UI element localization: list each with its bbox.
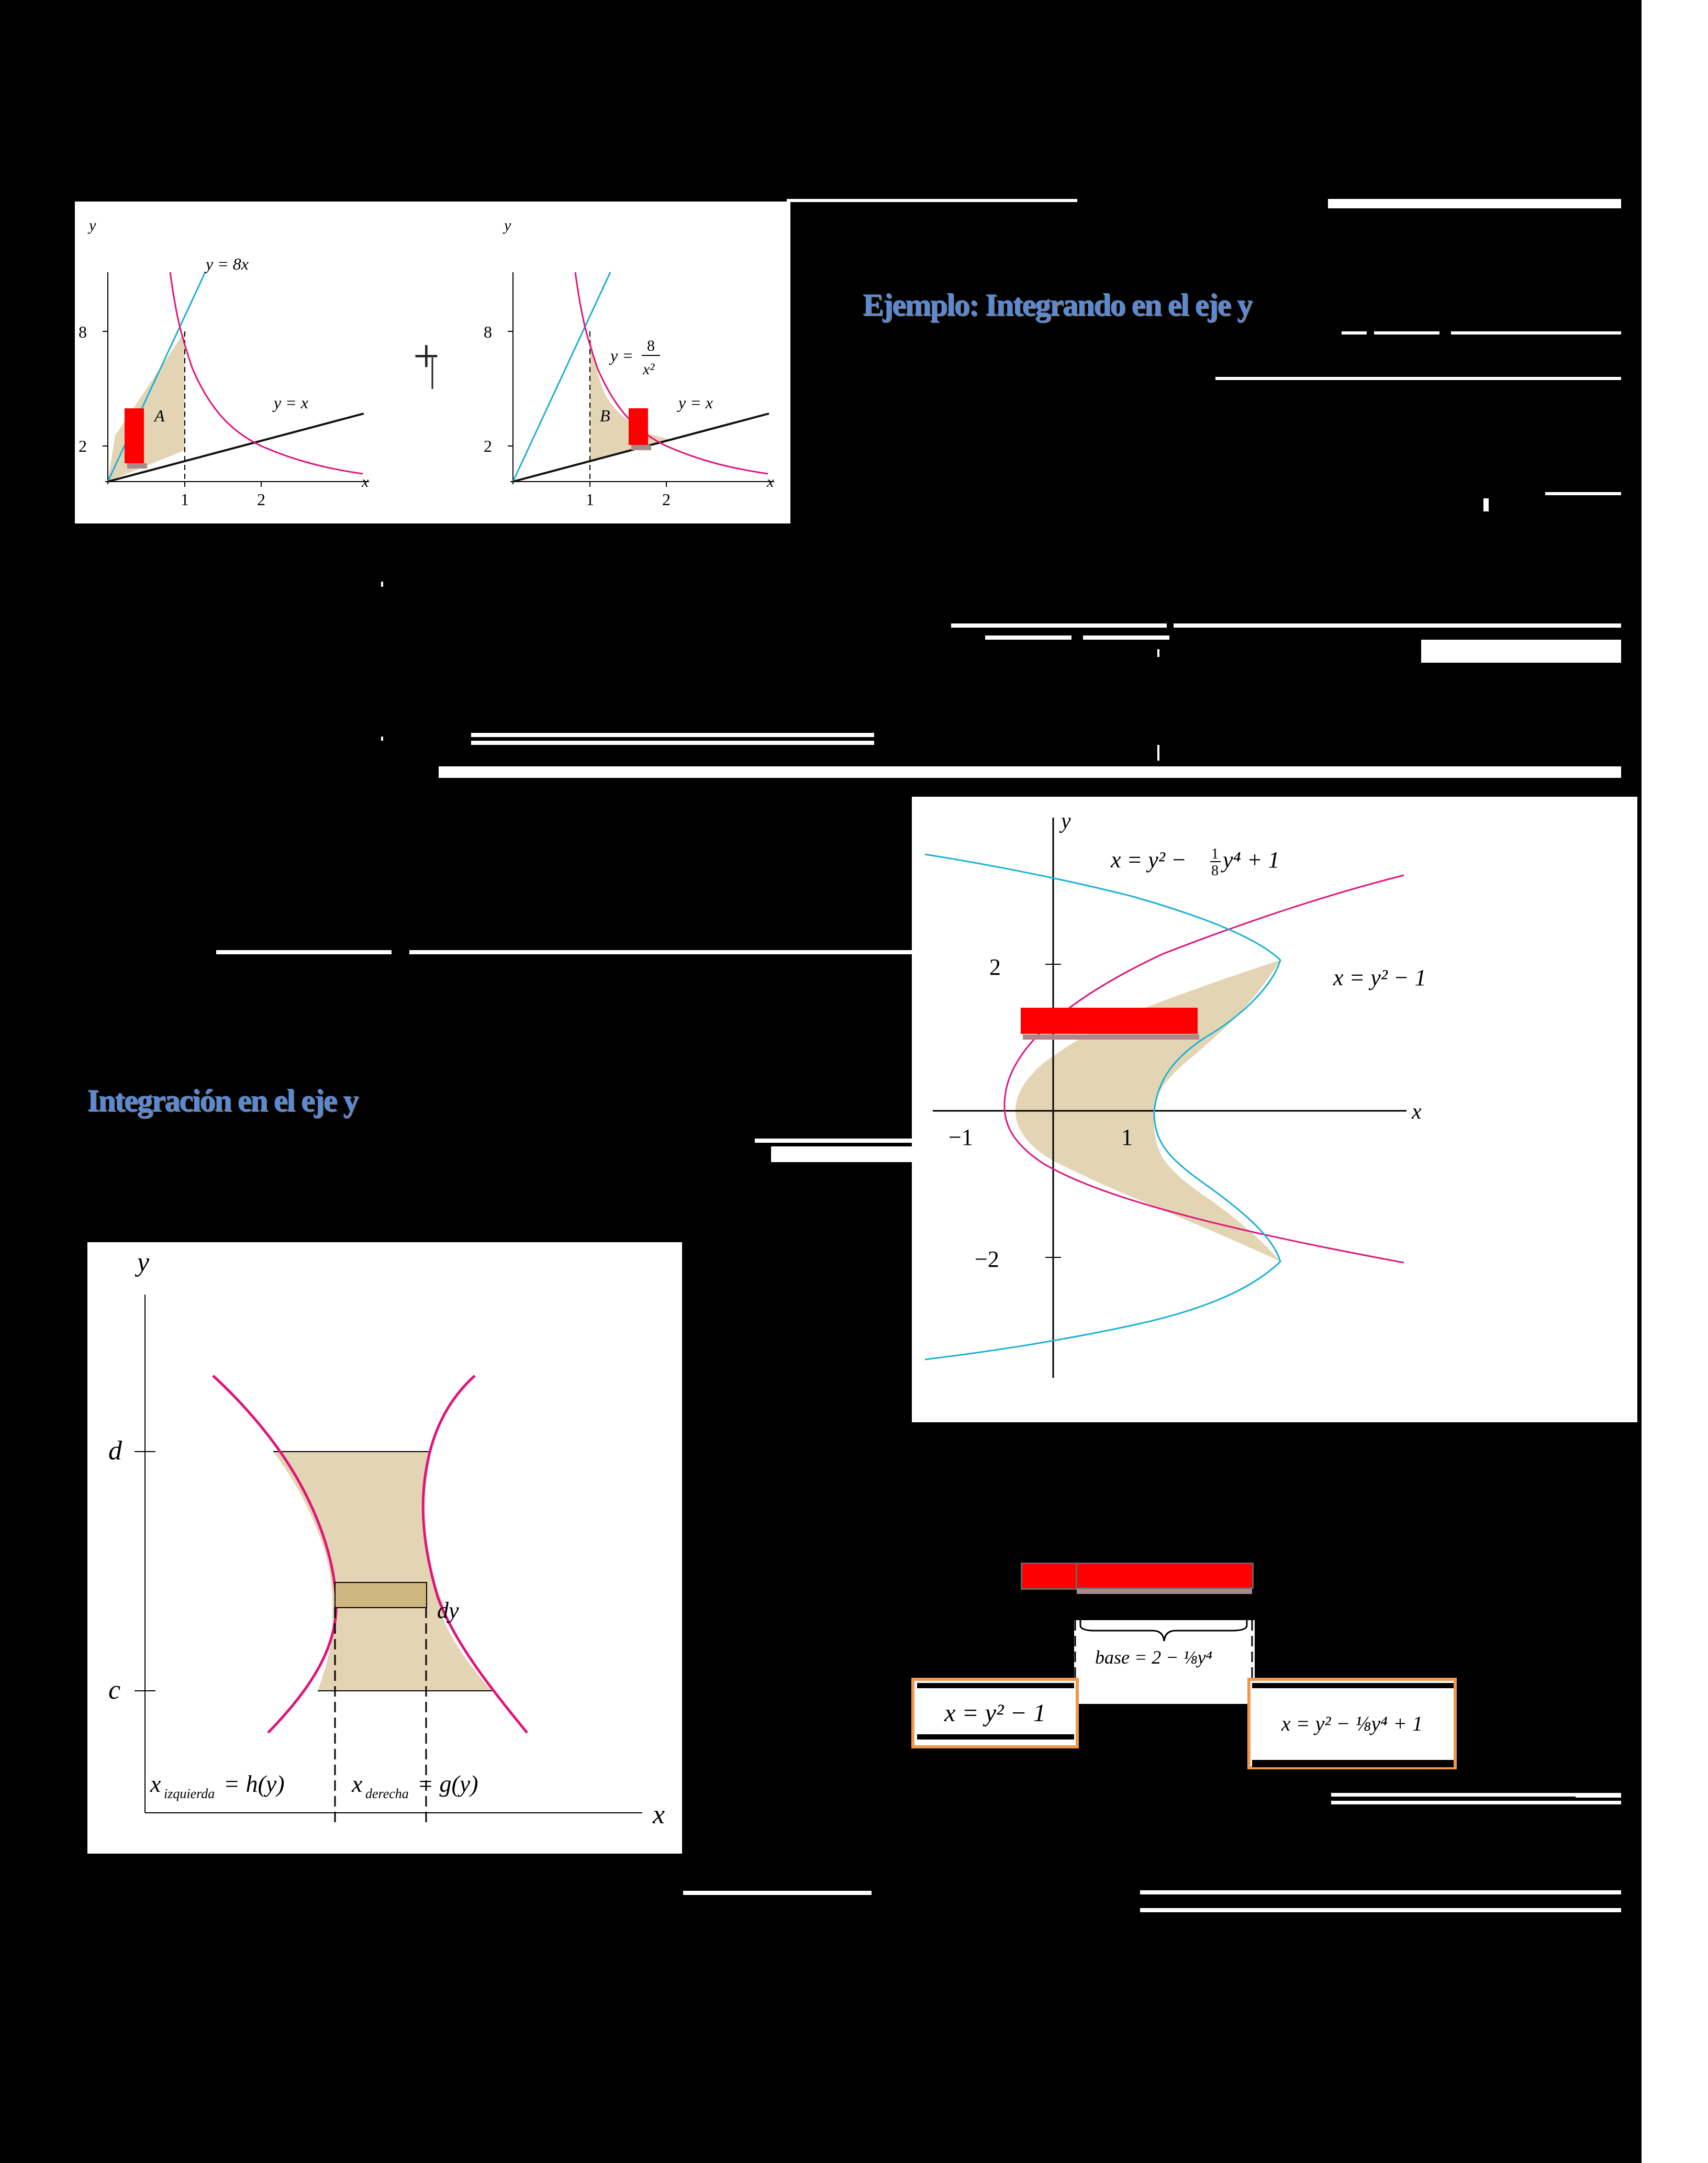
svg-text:1: 1 xyxy=(1211,846,1219,862)
block xyxy=(771,1146,912,1162)
svg-text:dy: dy xyxy=(437,1598,459,1623)
svg-text:x: x xyxy=(361,473,369,490)
divider xyxy=(985,635,1071,640)
divider xyxy=(1328,199,1621,208)
svg-text:x²: x² xyxy=(642,361,655,378)
svg-text:= h(y): = h(y) xyxy=(224,1770,285,1797)
section-title: Integración en el eje y xyxy=(87,1083,359,1118)
example-title: Ejemplo: Integrando en el eje y xyxy=(863,287,1253,322)
svg-text:2: 2 xyxy=(79,437,87,455)
svg-text:8: 8 xyxy=(1211,863,1219,879)
svg-text:y⁴ + 1: y⁴ + 1 xyxy=(1221,847,1280,873)
figure-parabolas: y x 2 −2 −1 1 x = y² − 1 8 y⁴ + 1 x = y²… xyxy=(912,797,1637,1422)
svg-text:2: 2 xyxy=(989,954,1001,980)
svg-text:x: x xyxy=(1411,1100,1422,1124)
svg-text:= g(y): = g(y) xyxy=(417,1770,478,1797)
divider xyxy=(755,1139,912,1143)
divider xyxy=(1215,377,1621,380)
svg-text:B: B xyxy=(600,406,610,425)
marker xyxy=(1157,649,1159,657)
figure-area-regions: y x 8 2 1 2 y = 8x y = x A + y x 8 2 1 2… xyxy=(75,202,790,523)
svg-text:8: 8 xyxy=(647,337,655,354)
svg-text:A: A xyxy=(153,406,165,425)
redaction xyxy=(1252,1683,1454,1688)
redaction xyxy=(917,1683,1074,1688)
marker xyxy=(381,582,383,587)
svg-text:y: y xyxy=(503,217,511,234)
parabolas-plot: y x 2 −2 −1 1 x = y² − 1 8 y⁴ + 1 x = y²… xyxy=(924,809,1426,1378)
svg-text:d: d xyxy=(108,1436,122,1466)
redaction xyxy=(917,1734,1074,1740)
svg-text:1: 1 xyxy=(181,490,189,509)
divider xyxy=(471,733,874,737)
svg-text:y: y xyxy=(135,1247,150,1277)
svg-text:x: x xyxy=(766,473,774,490)
svg-text:x = y² − 1: x = y² − 1 xyxy=(1333,965,1426,990)
svg-text:2: 2 xyxy=(257,490,265,509)
svg-text:1: 1 xyxy=(586,490,594,509)
general-region-plot: y d c x dy x izquierda = h(y) x derecha … xyxy=(108,1247,665,1830)
divider xyxy=(1331,1793,1621,1797)
svg-text:x: x xyxy=(150,1770,161,1797)
svg-text:y = 8x: y = 8x xyxy=(204,254,249,273)
divider xyxy=(1545,492,1621,495)
divider xyxy=(951,623,1167,628)
divider xyxy=(683,1891,872,1895)
two-region-plots: y x 8 2 1 2 y = 8x y = x A + y x 8 2 1 2… xyxy=(79,217,774,509)
shadow xyxy=(1077,1589,1252,1594)
svg-text:8: 8 xyxy=(484,322,492,341)
highlight-rectangle xyxy=(1076,1563,1254,1589)
divider xyxy=(1342,331,1367,335)
divider xyxy=(1451,331,1621,335)
divider xyxy=(439,766,1621,778)
right-curve-box: x = y² − ⅛y⁴ + 1 xyxy=(1247,1678,1457,1769)
svg-text:x: x xyxy=(351,1770,363,1797)
right-curve-label: x = y² − ⅛y⁴ + 1 xyxy=(1281,1712,1423,1735)
redaction xyxy=(1252,1760,1454,1767)
svg-text:8: 8 xyxy=(79,322,87,341)
svg-text:y = x: y = x xyxy=(677,393,713,412)
divider xyxy=(471,741,874,745)
svg-text:x: x xyxy=(652,1800,665,1830)
svg-text:1: 1 xyxy=(1121,1124,1133,1150)
marker xyxy=(1483,498,1489,511)
divider xyxy=(1331,1801,1621,1804)
divider xyxy=(1140,1908,1621,1912)
base-label: base = 2 − ⅛y⁴ xyxy=(1095,1647,1213,1668)
figure-general-region: y d c x dy x izquierda = h(y) x derecha … xyxy=(87,1242,682,1854)
divider xyxy=(409,950,912,954)
svg-text:+: + xyxy=(413,330,440,382)
svg-text:2: 2 xyxy=(484,437,492,455)
left-curve-label: x = y² − 1 xyxy=(944,1699,1046,1727)
divider xyxy=(1140,1890,1621,1894)
marker xyxy=(381,737,383,741)
divider xyxy=(1083,635,1169,640)
base-annotation: base = 2 − ⅛y⁴ xyxy=(1074,1620,1255,1704)
svg-text:x = y² −: x = y² − xyxy=(1110,847,1187,873)
block xyxy=(1421,640,1621,663)
svg-text:izquierda: izquierda xyxy=(164,1786,215,1801)
svg-text:y =: y = xyxy=(609,346,633,365)
axis-y-label: y xyxy=(87,217,96,234)
svg-text:y: y xyxy=(1059,809,1071,833)
svg-text:2: 2 xyxy=(662,490,671,509)
marker xyxy=(1157,745,1159,761)
divider xyxy=(787,199,1077,202)
svg-text:−2: −2 xyxy=(975,1246,999,1272)
svg-text:c: c xyxy=(108,1675,120,1705)
svg-text:y = x: y = x xyxy=(272,393,308,412)
divider xyxy=(1174,623,1621,628)
svg-text:derecha: derecha xyxy=(365,1786,409,1801)
divider xyxy=(216,950,392,954)
divider xyxy=(1374,331,1439,335)
svg-text:−1: −1 xyxy=(948,1124,973,1150)
